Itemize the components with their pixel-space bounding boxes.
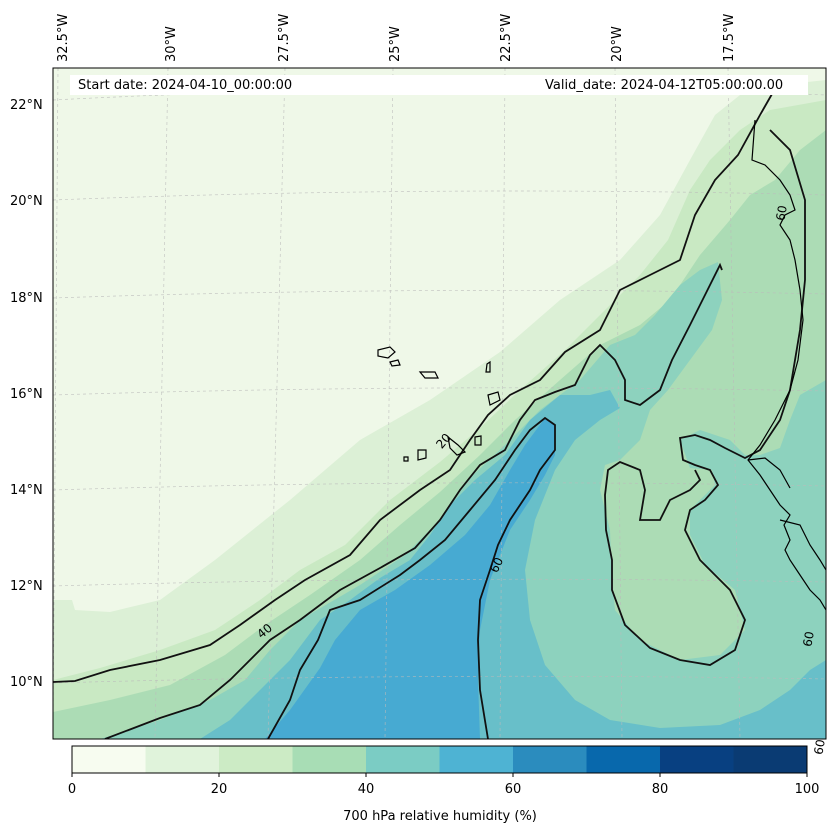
colorbar	[71, 745, 808, 777]
contour-20	[53, 79, 781, 683]
colorbar-swatch	[513, 746, 587, 773]
contour-label-60-east: 60	[800, 630, 817, 648]
colorbar-swatch	[366, 746, 440, 773]
lon-label-25w: 25°W	[388, 26, 403, 62]
island-sao-nicolau	[418, 371, 439, 379]
colorbar-tick-20: 20	[210, 782, 228, 797]
colorbar-swatch	[72, 746, 146, 773]
colorbar-swatch	[219, 746, 293, 773]
lat-label-10n: 10°N	[10, 675, 43, 690]
colorbar-swatch	[660, 746, 734, 773]
lon-label-22-5w: 22.5°W	[499, 13, 514, 62]
lon-label-32-5w: 32.5°W	[56, 13, 71, 62]
colorbar-tick-0: 0	[67, 782, 77, 797]
island-sal	[485, 360, 491, 373]
coastlines	[377, 119, 826, 611]
map-frame	[52, 67, 827, 740]
colorbar-swatch	[439, 746, 514, 773]
rh-band-60-70	[265, 418, 555, 739]
lat-label-12n: 12°N	[10, 579, 43, 594]
lon-label-30w: 30°W	[164, 26, 179, 62]
contour-label-60-south: 60	[811, 738, 828, 756]
colorbar-frame	[71, 745, 808, 774]
colorbar-swatch	[586, 746, 661, 773]
lat-label-22n: 22°N	[10, 98, 43, 113]
lon-label-27-5w: 27.5°W	[277, 13, 292, 62]
island-fogo	[417, 449, 427, 461]
colorbar-tick-100: 100	[794, 782, 820, 797]
coastline-guinea	[779, 519, 826, 571]
header-strip	[70, 75, 808, 95]
gridlines	[53, 68, 826, 739]
colorbar-tick-80: 80	[651, 782, 669, 797]
start-date-label: Start date: 2024-04-10_00:00:00	[78, 78, 293, 93]
contour-label-60-north: 60	[773, 204, 790, 222]
valid-date-label: Valid_date: 2024-04-12T05:00:00.00	[545, 78, 784, 93]
island-santiago	[447, 435, 467, 456]
contour-40	[104, 262, 723, 739]
lat-label-14n: 14°N	[10, 483, 43, 498]
colorbar-swatch	[145, 746, 220, 773]
island-sao-vicente	[389, 359, 401, 367]
contour-40-east	[604, 129, 806, 666]
colorbar-tick-40: 40	[357, 782, 375, 797]
island-maio	[474, 435, 482, 446]
colorbar-swatch	[733, 746, 808, 773]
coastline-gambia	[747, 457, 791, 489]
colorbar-tick-60: 60	[504, 782, 522, 797]
lon-label-17-5w: 17.5°W	[722, 13, 737, 62]
contour-lines	[53, 79, 806, 739]
map-panel	[53, 68, 826, 739]
colorbar-swatch	[292, 746, 367, 773]
lat-label-20n: 20°N	[10, 194, 43, 209]
contour-60	[267, 416, 556, 739]
island-santo-antao	[377, 346, 396, 359]
colorbar-title: 700 hPa relative humidity (%)	[343, 809, 537, 824]
lat-label-16n: 16°N	[10, 387, 43, 402]
lon-label-20w: 20°W	[610, 26, 625, 62]
lat-label-18n: 18°N	[10, 291, 43, 306]
island-brava	[403, 456, 409, 462]
island-boa-vista	[487, 391, 501, 406]
rh-band-30-40	[53, 130, 826, 739]
coastline-africa	[747, 119, 826, 611]
